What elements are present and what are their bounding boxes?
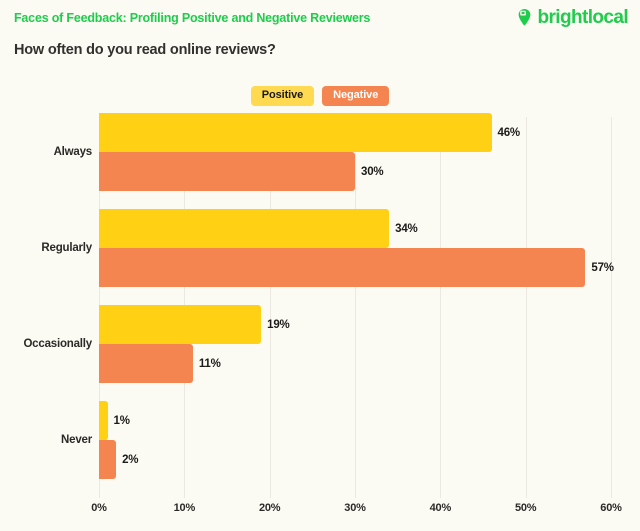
campaign-title: Faces of Feedback: Profiling Positive an…	[14, 10, 371, 25]
bar-group: Never 1% 2%	[0, 400, 640, 480]
bar-value-label: 57%	[591, 261, 614, 274]
chart-title: How often do you read online reviews?	[14, 42, 276, 58]
bar-positive-regularly[interactable]	[99, 209, 390, 248]
gridline-40%	[440, 117, 442, 498]
category-label-always: Always	[53, 146, 93, 158]
category-label-occasionally: Occasionally	[23, 338, 92, 350]
bar-row-positive: 34%	[99, 209, 418, 248]
brightlocal-logo: brightlocal	[515, 7, 629, 28]
bar-row-negative: 2%	[99, 440, 138, 479]
bar-row-positive: 19%	[99, 305, 290, 344]
bar-row-positive: 46%	[99, 113, 520, 152]
gridline-60%	[611, 117, 612, 498]
x-tick-label: 0%	[91, 502, 107, 514]
category-label-regularly: Regularly	[41, 242, 92, 254]
bar-row-negative: 57%	[99, 248, 614, 287]
category-label-never: Never	[61, 434, 92, 446]
bar-value-label: 30%	[361, 165, 384, 178]
bar-value-label: 2%	[122, 453, 139, 466]
bar-group: Occasionally 19% 11%	[0, 304, 640, 384]
bar-negative-occasionally[interactable]	[99, 344, 193, 383]
bar-negative-never[interactable]	[99, 440, 117, 479]
chart-legend: Positive Negative	[0, 86, 640, 106]
bar-group: Always 46% 30%	[0, 112, 640, 192]
gridline-20%	[269, 117, 271, 498]
bar-positive-never[interactable]	[99, 401, 108, 440]
bar-row-positive: 1%	[99, 401, 130, 440]
bar-value-label: 19%	[267, 318, 290, 331]
x-tick-label: 50%	[514, 502, 537, 514]
legend-item-positive[interactable]: Positive	[250, 86, 315, 106]
x-tick-label: 20%	[258, 502, 281, 514]
bar-positive-always[interactable]	[99, 113, 492, 152]
chart-bar-groups: Always 46% 30% Regularly 34% 57% Occasionally 1…	[0, 112, 640, 498]
location-pin-icon	[519, 8, 531, 26]
bar-negative-always[interactable]	[99, 152, 355, 191]
x-tick-label: 40%	[429, 502, 452, 514]
bar-group: Regularly 34% 57%	[0, 208, 640, 288]
gridline-50%	[525, 117, 527, 498]
bar-value-label: 1%	[113, 414, 130, 427]
bar-negative-regularly[interactable]	[99, 248, 586, 287]
gridline-30%	[355, 117, 356, 498]
bar-value-label: 46%	[497, 126, 521, 139]
x-tick-label: 30%	[344, 502, 366, 514]
bar-value-label: 11%	[198, 357, 221, 370]
brightlocal-logo-text: brightlocal	[537, 7, 628, 28]
bar-positive-occasionally[interactable]	[99, 305, 262, 344]
page-header: Faces of Feedback: Profiling Positive an…	[0, 0, 640, 35]
chart-plot-area: Always 46% 30% Regularly 34% 57% Occasionally 1…	[0, 112, 640, 531]
legend-item-negative[interactable]: Negative	[322, 86, 390, 106]
bar-row-negative: 11%	[99, 344, 221, 383]
chart-x-axis: 0% 10% 20% 30% 40% 50% 60%	[91, 502, 622, 526]
bar-row-negative: 30%	[99, 152, 384, 191]
x-tick-label: 10%	[173, 502, 196, 514]
bar-value-label: 34%	[395, 222, 418, 235]
x-tick-label: 60%	[600, 502, 622, 514]
